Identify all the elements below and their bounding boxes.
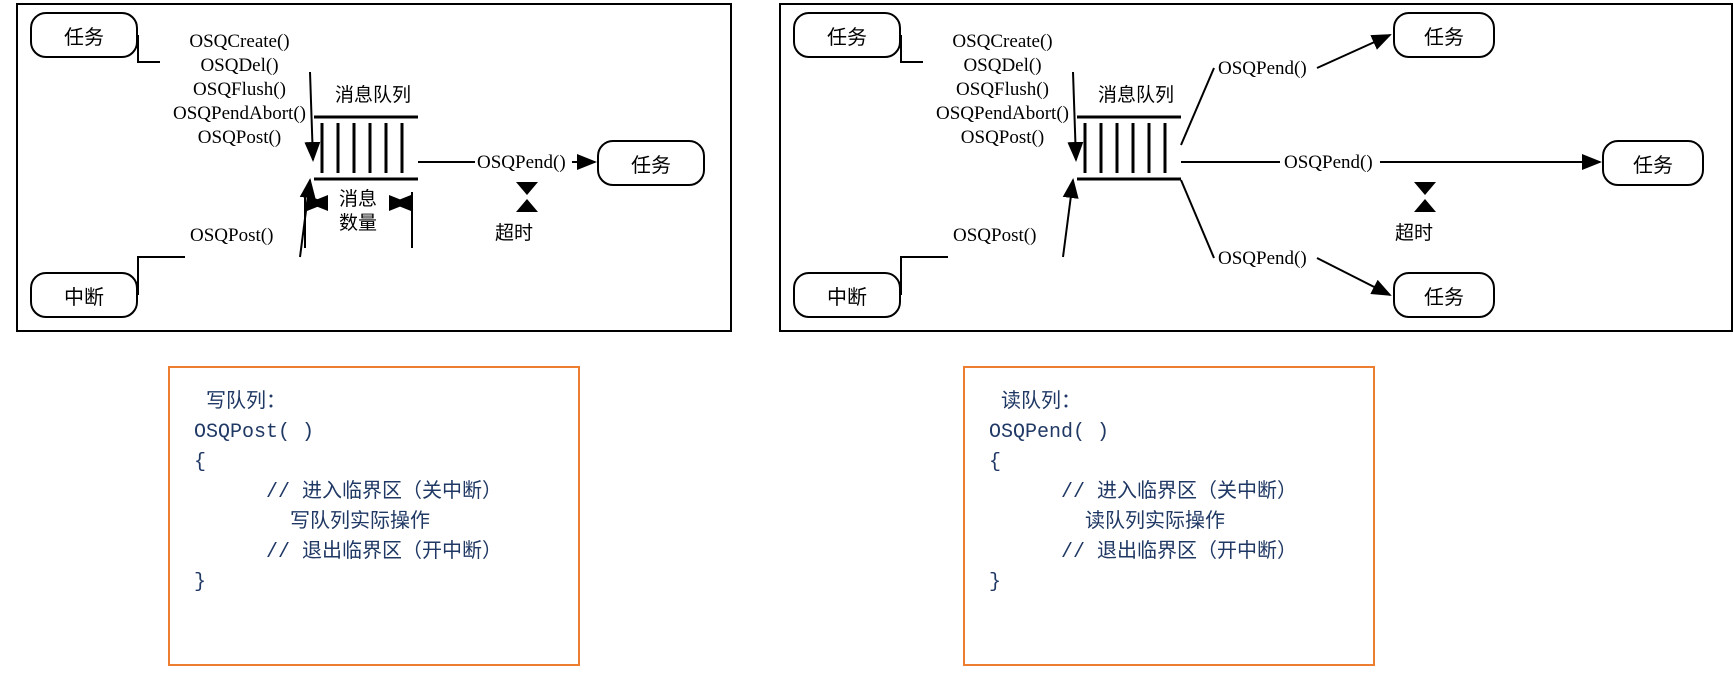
node-task: 任务: [1393, 12, 1495, 58]
code-line: // 退出临界区（开中断）: [1061, 541, 1297, 564]
msg-count-label: 消息 数量: [339, 188, 377, 236]
code-line: [989, 481, 1061, 504]
queue-title: 消息队列: [1098, 80, 1174, 107]
func-label: OSQDel(): [925, 54, 1080, 78]
code-line: OSQPend( ): [989, 421, 1109, 444]
code-line: [194, 391, 206, 414]
func-list: OSQCreate() OSQDel() OSQFlush() OSQPendA…: [162, 30, 317, 150]
node-task: 任务: [1393, 272, 1495, 318]
code-line: }: [989, 571, 1001, 594]
timeout-label: 超时: [1395, 218, 1433, 245]
code-line: [989, 511, 1085, 534]
code-line: {: [194, 451, 206, 474]
code-line: // 进入临界区（关中断）: [266, 481, 502, 504]
func-label: OSQPost(): [162, 126, 317, 150]
code-line: OSQPost( ): [194, 421, 314, 444]
osqpost-label: OSQPost(): [190, 225, 273, 247]
osqpend-label: OSQPend(): [1218, 248, 1307, 270]
func-list: OSQCreate() OSQDel() OSQFlush() OSQPendA…: [925, 30, 1080, 150]
code-line: [194, 541, 266, 564]
queue-title: 消息队列: [335, 80, 411, 107]
code-line: 读队列：: [1001, 391, 1081, 414]
text: 数量: [339, 212, 377, 236]
queue-icon: [314, 117, 418, 179]
func-label: OSQCreate(): [162, 30, 317, 54]
timeout-label: 超时: [495, 218, 533, 245]
node-interrupt: 中断: [793, 272, 901, 318]
func-label: OSQFlush(): [925, 78, 1080, 102]
queue-icon: [1077, 117, 1181, 179]
code-line: [989, 541, 1061, 564]
code-line: [194, 481, 266, 504]
osqpend-label: OSQPend(): [1218, 58, 1307, 80]
node-task: 任务: [793, 12, 901, 58]
code-line: // 退出临界区（开中断）: [266, 541, 502, 564]
hourglass-icon: [516, 182, 538, 212]
func-label: OSQDel(): [162, 54, 317, 78]
code-line: {: [989, 451, 1001, 474]
node-interrupt: 中断: [30, 272, 138, 318]
osqpend-label: OSQPend(): [477, 152, 566, 174]
node-task: 任务: [597, 140, 705, 186]
node-task: 任务: [30, 12, 138, 58]
code-line: [989, 391, 1001, 414]
osqpend-label: OSQPend(): [1284, 152, 1373, 174]
page-root: 任务 中断 任务 任务 中断 任务 任务 任务 OSQCreate() OSQD…: [0, 0, 1733, 687]
text: 消息: [339, 188, 377, 212]
codebox-write: 写队列： OSQPost( ) { // 进入临界区（关中断） 写队列实际操作 …: [168, 366, 580, 666]
osqpost-label: OSQPost(): [953, 225, 1036, 247]
code-line: }: [194, 571, 206, 594]
func-label: OSQPendAbort(): [925, 102, 1080, 126]
code-line: // 进入临界区（关中断）: [1061, 481, 1297, 504]
codebox-read: 读队列： OSQPend( ) { // 进入临界区（关中断） 读队列实际操作 …: [963, 366, 1375, 666]
func-label: OSQFlush(): [162, 78, 317, 102]
func-label: OSQPost(): [925, 126, 1080, 150]
hourglass-icon: [1414, 182, 1436, 212]
code-line: 写队列：: [206, 391, 286, 414]
code-line: 写队列实际操作: [290, 511, 430, 534]
code-line: 读队列实际操作: [1085, 511, 1225, 534]
code-line: [194, 511, 290, 534]
func-label: OSQPendAbort(): [162, 102, 317, 126]
func-label: OSQCreate(): [925, 30, 1080, 54]
node-task: 任务: [1602, 140, 1704, 186]
